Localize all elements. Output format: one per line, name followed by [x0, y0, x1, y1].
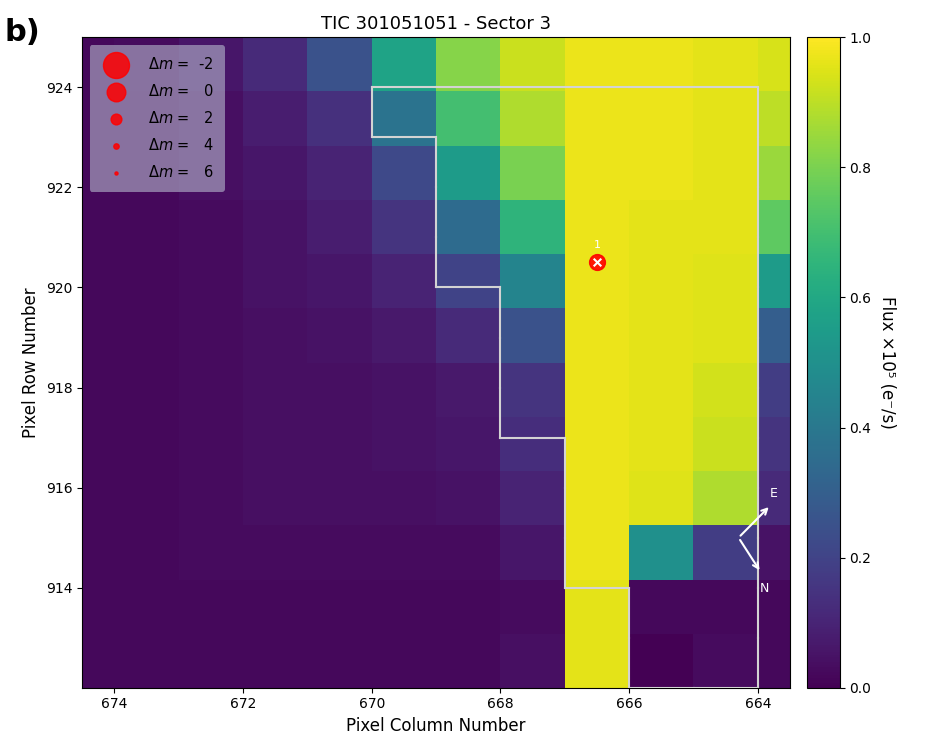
Y-axis label: Flux ×10⁵ (e⁻/s): Flux ×10⁵ (e⁻/s)	[879, 296, 896, 429]
Text: N: N	[760, 582, 769, 595]
Text: E: E	[770, 487, 778, 500]
Point	[589, 256, 604, 268]
Point	[589, 256, 604, 268]
Title: TIC 301051051 - Sector 3: TIC 301051051 - Sector 3	[321, 15, 551, 33]
Text: b): b)	[5, 18, 40, 46]
Text: 1: 1	[594, 240, 600, 250]
Legend: $\Delta m$ =  -2, $\Delta m$ =   0, $\Delta m$ =   2, $\Delta m$ =   4, $\Delta : $\Delta m$ = -2, $\Delta m$ = 0, $\Delta…	[89, 45, 225, 192]
X-axis label: Pixel Column Number: Pixel Column Number	[347, 717, 526, 735]
Y-axis label: Pixel Row Number: Pixel Row Number	[22, 287, 40, 438]
